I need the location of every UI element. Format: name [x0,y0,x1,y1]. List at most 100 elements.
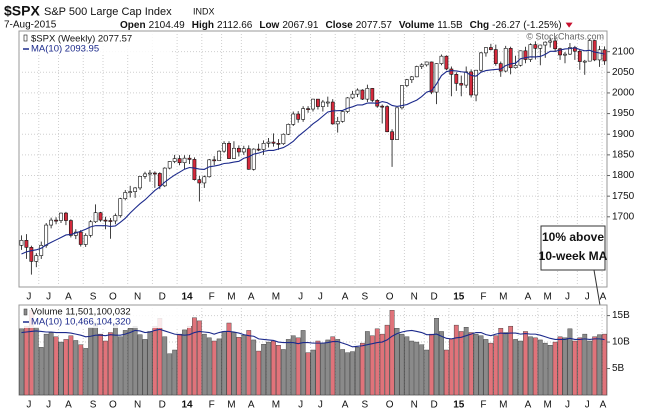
candle-body [148,172,152,175]
volume-bar [211,340,217,396]
y-tick-label: 15B [612,310,630,321]
volume-bar [182,329,187,396]
volume-bar [552,341,558,396]
volume-bar [43,333,49,396]
x-tick-label: O [386,292,394,303]
x-tick-label: A [248,400,255,411]
candle-body [78,231,83,245]
stats: Open 2104.49 High 2112.66 Low 2067.91 Close 207… [120,20,562,31]
candle-body [118,198,123,216]
x-tick-label: D [159,400,166,411]
moving-average [21,47,605,255]
volume-bar [518,340,523,396]
candle-body [192,159,197,180]
volume-bar [201,333,207,396]
candle-body [162,167,167,187]
candle-body [439,55,444,64]
stat-value: 2067.91 [282,20,319,31]
x-tick-label: A [525,400,532,411]
candle-body [177,158,182,164]
stat-value: 2104.49 [149,20,186,31]
candle-body [246,148,251,170]
x-tick-label: M [499,400,507,411]
candle-body [370,88,375,101]
volume-bar [547,345,553,396]
volume-bar [187,325,192,396]
volume-bar [295,337,301,396]
volume-bar [528,336,533,396]
candle-body [202,176,207,184]
candle-body [543,41,548,46]
volume-bar [271,340,276,396]
candle-body [479,52,483,71]
candle-body [291,113,296,125]
legend-label: MA(10) 2093.95 [31,44,99,55]
volume-bar [577,337,583,396]
volume-bar [537,339,543,396]
candle-body [429,61,434,93]
volume-bar [587,340,593,396]
volume-bar [206,337,212,396]
volume-bar [300,330,306,396]
x-tick-label: N [411,292,418,303]
candle-body [513,64,518,69]
candle-body [335,121,340,125]
volume-bar [572,340,578,396]
annotation-text: 10-week MA [539,249,608,263]
x-tick-label: 14 [181,400,193,411]
volume-bar [473,333,479,396]
volume-bar [58,341,64,396]
candle-body [103,219,108,222]
candle-body [276,143,281,145]
volume-bar [68,335,74,396]
x-tick-label: M [272,400,280,411]
volume-bar [355,347,360,396]
legend-box [21,306,191,328]
volume-bar [562,337,568,396]
x-tick-label: J [46,400,51,411]
volume-bar [508,325,514,396]
volume-bar [63,339,69,396]
legend-label: MA(10) 10,466,104,320 [31,317,131,328]
candle-body [449,68,454,75]
candle-body [538,44,543,49]
volume-bar [379,333,385,396]
volume-bar [582,333,588,396]
volume-bar [196,320,202,396]
y-tick-label: 1800 [612,170,635,181]
volume-bar [532,337,538,396]
moving-average [21,328,605,348]
x-tick-label: 15 [453,292,465,303]
volume-bar [24,325,29,396]
x-tick-label: O [109,400,117,411]
candle-body [296,113,301,120]
volume-bar [444,349,449,396]
candle-body [365,88,370,100]
candle-body [484,47,488,54]
candle-body [424,61,429,66]
volume-bar [251,339,257,396]
stat-value: 11.5B [437,20,463,31]
x-tick-label: N [134,292,141,303]
volume-bar [364,331,370,396]
legend-label: $SPX (Weekly) 2077.57 [31,34,132,45]
x-tick-label: J [585,292,590,303]
candle-body [577,50,582,62]
candle-body [400,85,404,109]
volume-bar [88,327,94,396]
volume-bar [330,336,336,396]
volume-bar [108,332,113,396]
candle-body [340,111,345,122]
candle-body [83,235,88,245]
candle-body [271,141,276,144]
x-tick-label: A [65,292,72,303]
volume-bar [93,322,98,396]
volume-bar [498,328,504,396]
volume-bar [256,350,262,396]
volume-bar [19,328,24,396]
candle-body [548,40,553,43]
candle-body [232,147,236,159]
x-tick-label: M [227,400,235,411]
volume-bar [285,339,291,396]
